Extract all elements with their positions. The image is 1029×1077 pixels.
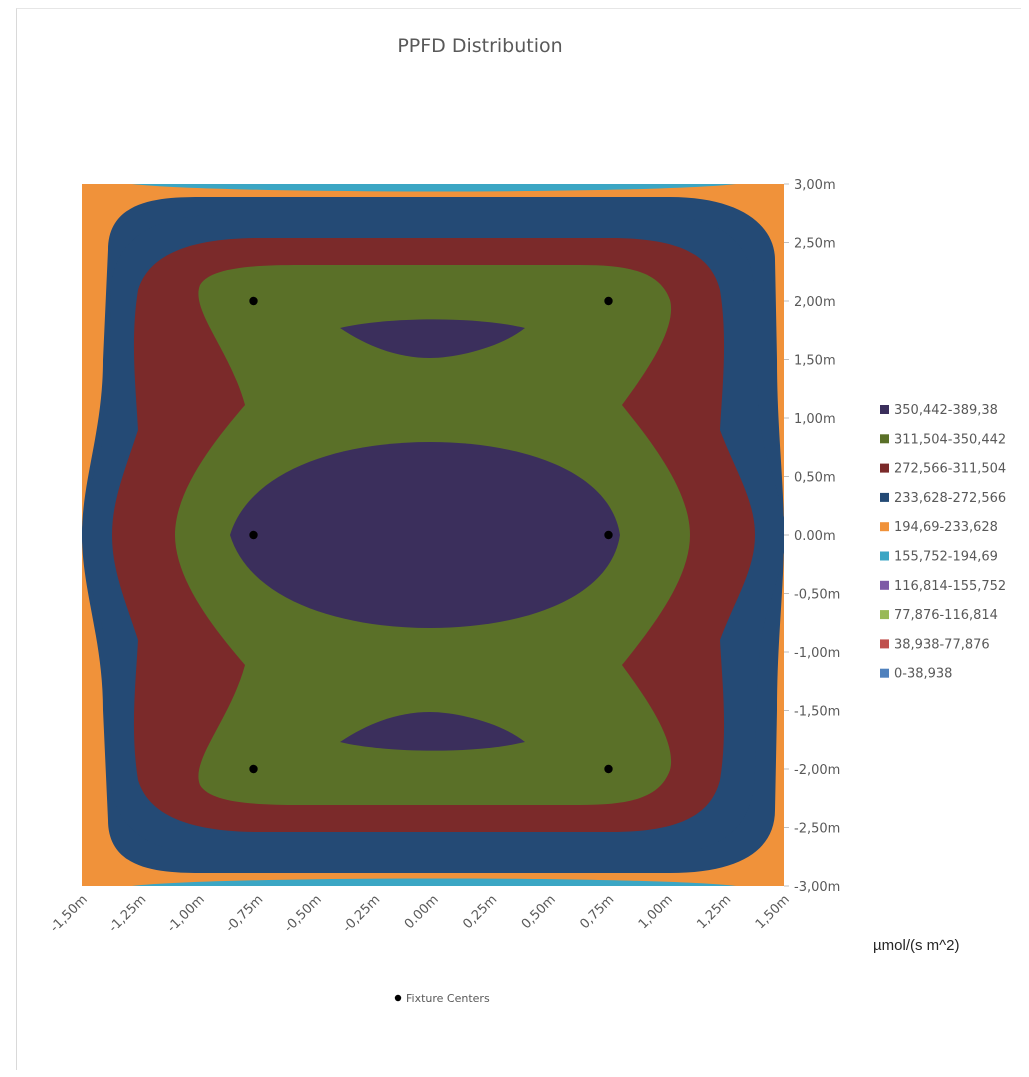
contour-bands bbox=[82, 184, 784, 886]
x-axis-ticks: -1,50m -1,25m -1,00m -0,75m -0,50m -0,25m 0.00… bbox=[47, 892, 792, 935]
x-tick-label: -0,75m bbox=[223, 892, 266, 935]
legend-swatch bbox=[880, 405, 889, 414]
x-tick-label: 0.00m bbox=[402, 892, 442, 932]
legend-swatch bbox=[880, 610, 889, 620]
plot-area bbox=[82, 184, 784, 886]
x-tick-label: 0,75m bbox=[577, 892, 617, 932]
y-tick-label: -2,00m bbox=[794, 763, 840, 778]
x-tick-label: 1,50m bbox=[753, 892, 793, 932]
fixture-legend: Fixture Centers bbox=[394, 992, 490, 1005]
chart-title: PPFD Distribution bbox=[397, 35, 562, 57]
y-tick-label: 2,00m bbox=[794, 295, 836, 310]
fixture-legend-label: Fixture Centers bbox=[406, 992, 490, 1005]
legend-swatch bbox=[880, 580, 889, 590]
y-tick-label: 1,00m bbox=[794, 412, 836, 427]
y-tick-label: -0,50m bbox=[794, 588, 840, 603]
legend-swatch bbox=[880, 463, 889, 473]
legend-label: 350,442-389,38 bbox=[894, 403, 998, 418]
fixture-point bbox=[604, 530, 613, 540]
x-tick-label: 1,25m bbox=[694, 892, 734, 932]
legend-label: 272,566-311,504 bbox=[894, 462, 1006, 477]
legend-label: 194,69-233,628 bbox=[894, 520, 998, 535]
fixture-markers bbox=[249, 296, 613, 774]
fixture-point bbox=[604, 764, 613, 774]
band-purple-bottom bbox=[340, 712, 525, 751]
y-tick-label: 2,50m bbox=[794, 237, 836, 252]
legend-swatch bbox=[880, 434, 889, 444]
y-tick-label: -1,50m bbox=[794, 705, 840, 720]
legend-label: 155,752-194,69 bbox=[894, 550, 998, 565]
unit-label: µmol/(s m^2) bbox=[873, 937, 960, 954]
chart-area bbox=[16, 8, 1021, 1070]
band-purple-center bbox=[230, 442, 620, 628]
x-tick-label: -1,00m bbox=[164, 892, 207, 935]
legend-swatch bbox=[880, 639, 889, 649]
y-tick-label: -3,00m bbox=[794, 880, 840, 895]
fixture-point bbox=[249, 530, 258, 540]
legend: 350,442-389,38 311,504-350,442 272,566-311… bbox=[880, 403, 1006, 682]
x-tick-label: -1,25m bbox=[106, 892, 149, 935]
y-tick-label: -2,50m bbox=[794, 822, 840, 837]
x-tick-label: -0,25m bbox=[340, 892, 383, 935]
band-purple-top bbox=[340, 319, 525, 358]
y-tick-label: 1,50m bbox=[794, 354, 836, 369]
y-tick-label: 0,50m bbox=[794, 471, 836, 486]
fixture-legend-marker bbox=[394, 994, 402, 1002]
y-tick-label: 3,00m bbox=[794, 178, 836, 193]
legend-label: 233,628-272,566 bbox=[894, 491, 1006, 506]
legend-swatch bbox=[880, 551, 889, 561]
legend-label: 0-38,938 bbox=[894, 667, 952, 682]
legend-swatch bbox=[880, 522, 889, 532]
x-tick-label: 0,25m bbox=[460, 892, 500, 932]
y-tick-label: 0.00m bbox=[794, 529, 836, 544]
x-tick-label: -1,50m bbox=[47, 892, 90, 935]
fixture-point bbox=[604, 296, 613, 306]
y-tick-label: -1,00m bbox=[794, 646, 840, 661]
legend-swatch bbox=[880, 668, 889, 678]
y-axis-ticks: 3,00m 2,50m 2,00m 1,50m 1,00m 0,50m 0.00m -0,50… bbox=[784, 178, 840, 895]
legend-label: 116,814-155,752 bbox=[894, 579, 1006, 594]
legend-label: 311,504-350,442 bbox=[894, 432, 1006, 447]
fixture-point bbox=[249, 296, 258, 306]
x-tick-label: 1,00m bbox=[636, 892, 676, 932]
legend-swatch bbox=[880, 492, 889, 502]
x-tick-label: 0,50m bbox=[519, 892, 559, 932]
legend-label: 38,938-77,876 bbox=[894, 637, 990, 652]
x-tick-label: -0,50m bbox=[281, 892, 324, 935]
fixture-point bbox=[249, 764, 258, 774]
legend-label: 77,876-116,814 bbox=[894, 608, 998, 623]
